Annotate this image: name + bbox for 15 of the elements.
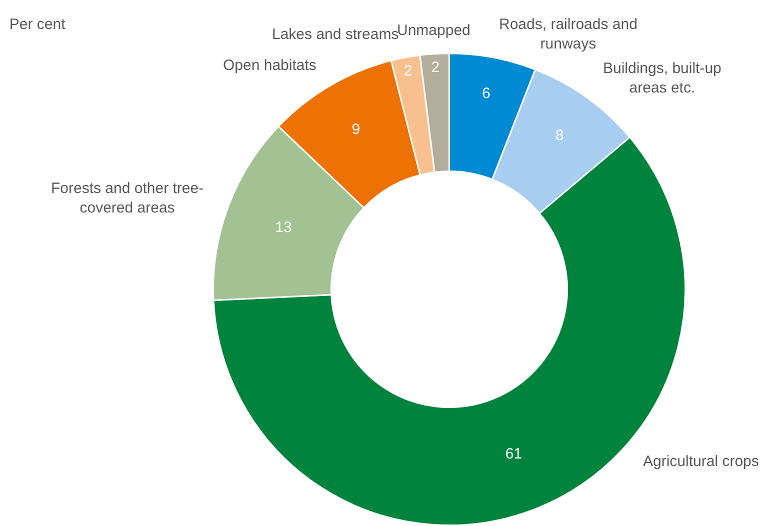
slice-label: Agricultural crops [643, 453, 759, 470]
data-label: 13 [275, 218, 292, 236]
data-label: 2 [431, 59, 440, 76]
chart-title: Per cent [9, 16, 66, 33]
data-label: 6 [482, 85, 490, 102]
slice-label: Forests and other tree-covered areas [51, 180, 204, 216]
data-label: 8 [555, 126, 564, 144]
data-label: 61 [505, 446, 522, 463]
slice-label: Unmapped [397, 22, 470, 39]
data-label: 9 [352, 121, 360, 138]
slice-label: Buildings, built-up areas etc. [603, 60, 722, 96]
slice-label: Open habitats [223, 57, 316, 74]
slice-label: Lakes and streams [272, 26, 399, 43]
data-label: 2 [404, 62, 412, 80]
slice-label: Roads, railroads and runways [499, 16, 638, 52]
